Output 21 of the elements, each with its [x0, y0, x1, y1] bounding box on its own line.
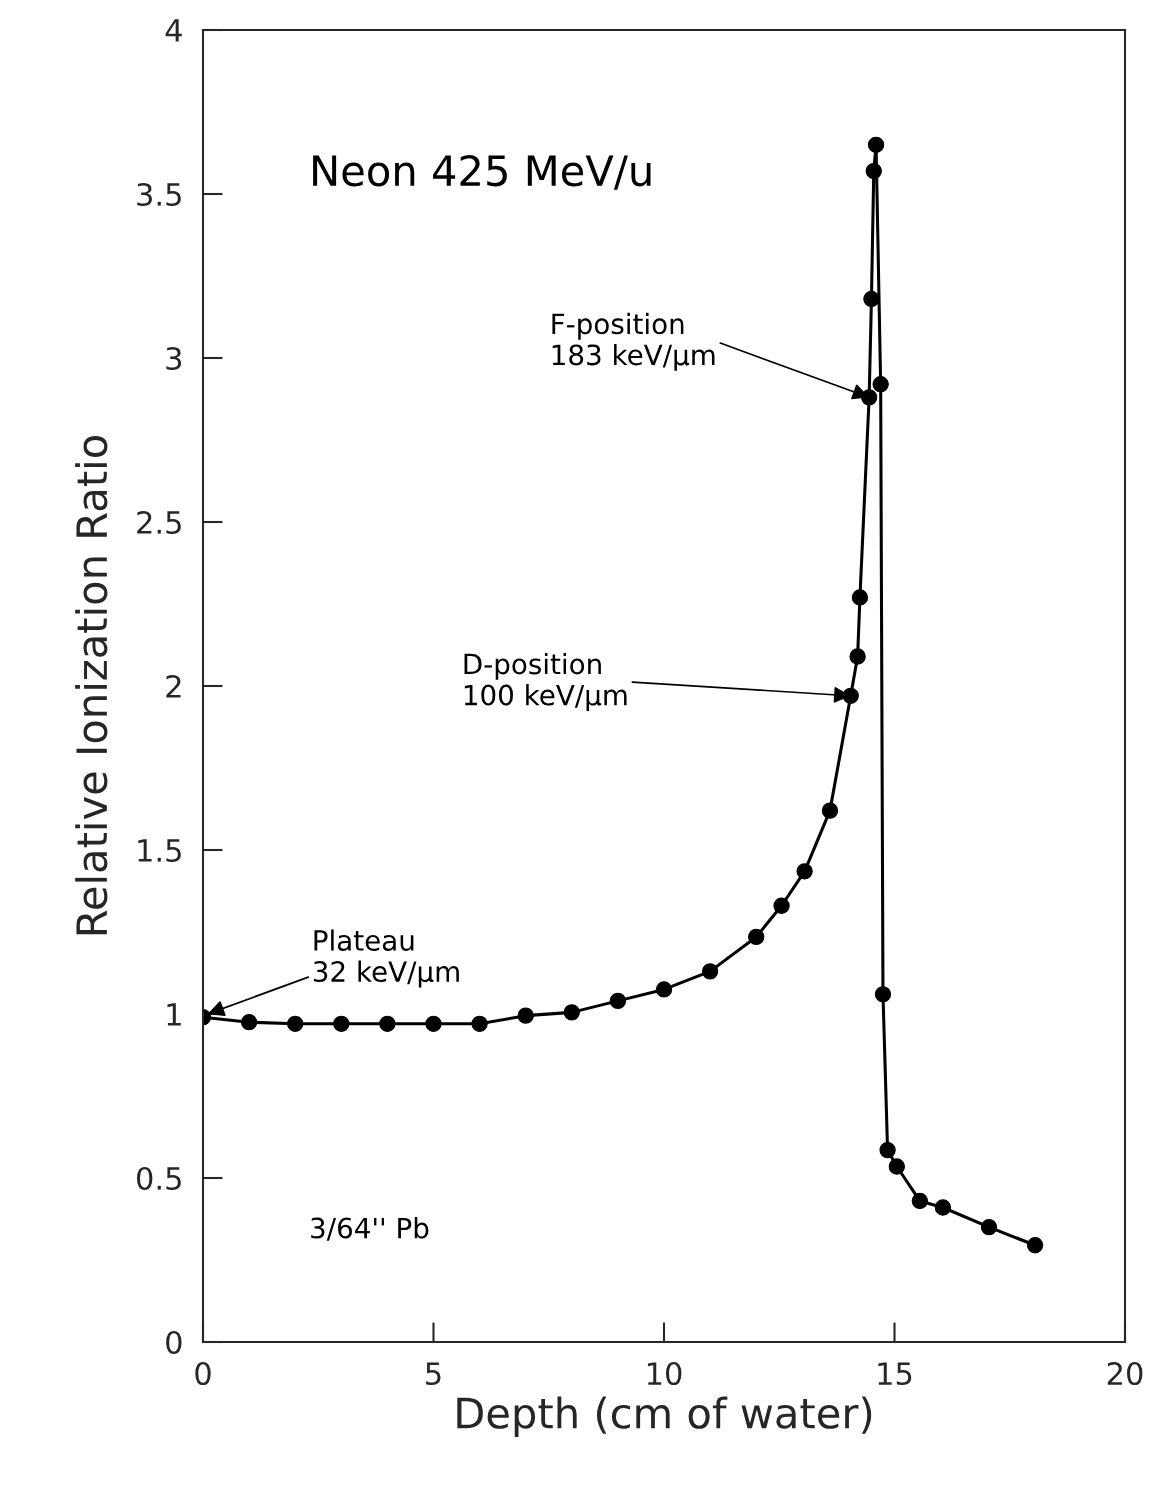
y-tick-label: 0 [166, 1330, 182, 1355]
x-axis-title: Depth (cm of water) [457, 1396, 872, 1437]
y-tick-label: 3.5 [137, 182, 181, 207]
y-tick-label: 2 [166, 674, 181, 698]
y-tick-label: 2.5 [137, 510, 181, 535]
x-tick-label: 20 [1107, 1361, 1143, 1386]
y-tick-label: 0.5 [136, 1166, 181, 1191]
annotation: Plateau 32 keV/μm [313, 929, 459, 988]
x-tick-label: 15 [878, 1362, 912, 1386]
annotation: 3/64'' Pb [311, 1217, 429, 1241]
annotation: D-position 100 keV/μm [464, 652, 627, 711]
y-tick-label: 1 [167, 1003, 181, 1026]
x-tick-label: 0 [195, 1361, 211, 1386]
x-tick-label: 5 [426, 1362, 441, 1386]
annotation: F-position 183 keV/μm [552, 312, 715, 371]
y-tick-label: 3 [166, 346, 182, 371]
x-tick-label: 10 [647, 1361, 682, 1386]
y-tick-label: 1.5 [138, 839, 181, 863]
annotation: Neon 425 MeV/u [313, 154, 651, 190]
y-axis-title: Relative Ionization Ratio [75, 436, 108, 935]
y-tick-label: 4 [165, 19, 182, 42]
